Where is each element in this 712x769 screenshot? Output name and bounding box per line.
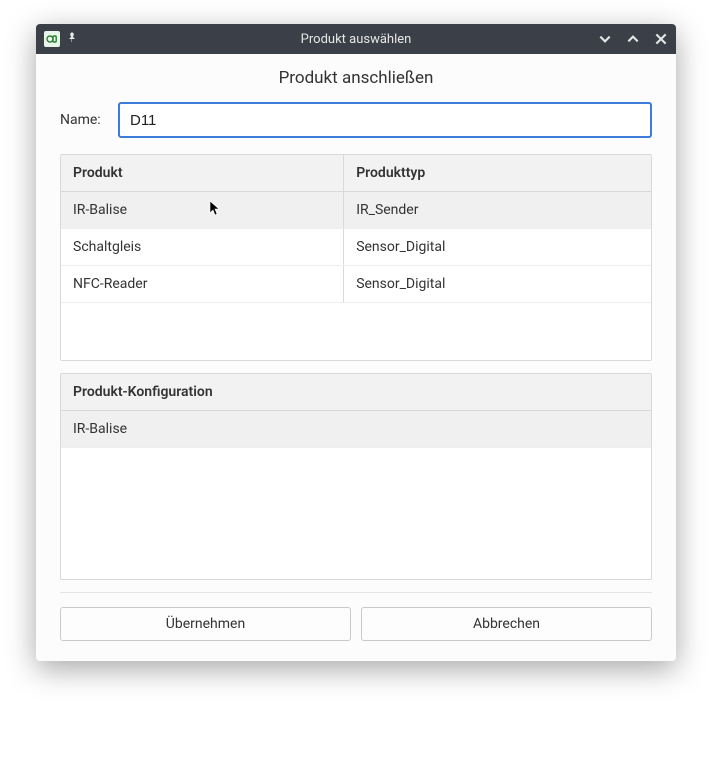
cell-type: Sensor_Digital (344, 229, 651, 265)
cell-type: Sensor_Digital (344, 266, 651, 302)
config-row[interactable]: IR-Balise (61, 411, 651, 448)
cell-type: IR_Sender (344, 192, 651, 228)
name-label: Name: (60, 112, 108, 128)
config-table-header[interactable]: Produkt-Konfiguration (61, 374, 651, 411)
dialog-heading: Produkt anschließen (60, 68, 652, 88)
table-row[interactable]: Schaltgleis Sensor_Digital (61, 229, 651, 266)
app-icon (44, 31, 60, 47)
config-table-body: IR-Balise (61, 411, 651, 579)
apply-button[interactable]: Übernehmen (60, 607, 351, 641)
product-table: Produkt Produkttyp IR-Balise IR_Sender S… (60, 154, 652, 361)
dialog-content: Produkt anschließen Name: Produkt Produk… (36, 54, 676, 661)
cell-product: IR-Balise (61, 192, 344, 228)
cancel-button[interactable]: Abbrechen (361, 607, 652, 641)
cell-product: NFC-Reader (61, 266, 344, 302)
product-table-body: IR-Balise IR_Sender Schaltgleis Sensor_D… (61, 192, 651, 360)
window-title: Produkt auswählen (36, 32, 676, 47)
column-header-product[interactable]: Produkt (61, 155, 344, 191)
close-icon[interactable] (654, 32, 668, 46)
product-table-header: Produkt Produkttyp (61, 155, 651, 192)
button-row: Übernehmen Abbrechen (60, 607, 652, 641)
name-input[interactable] (118, 102, 652, 138)
dialog-window: Produkt auswählen Produkt anschließen Na… (36, 24, 676, 661)
config-table: Produkt-Konfiguration IR-Balise (60, 373, 652, 580)
column-header-type[interactable]: Produkttyp (344, 155, 651, 191)
minimize-icon[interactable] (598, 32, 612, 46)
maximize-icon[interactable] (626, 32, 640, 46)
name-row: Name: (60, 102, 652, 138)
pin-icon[interactable] (66, 31, 78, 47)
table-row[interactable]: NFC-Reader Sensor_Digital (61, 266, 651, 303)
table-row[interactable]: IR-Balise IR_Sender (61, 192, 651, 229)
cell-product: Schaltgleis (61, 229, 344, 265)
titlebar: Produkt auswählen (36, 24, 676, 54)
separator (60, 592, 652, 593)
